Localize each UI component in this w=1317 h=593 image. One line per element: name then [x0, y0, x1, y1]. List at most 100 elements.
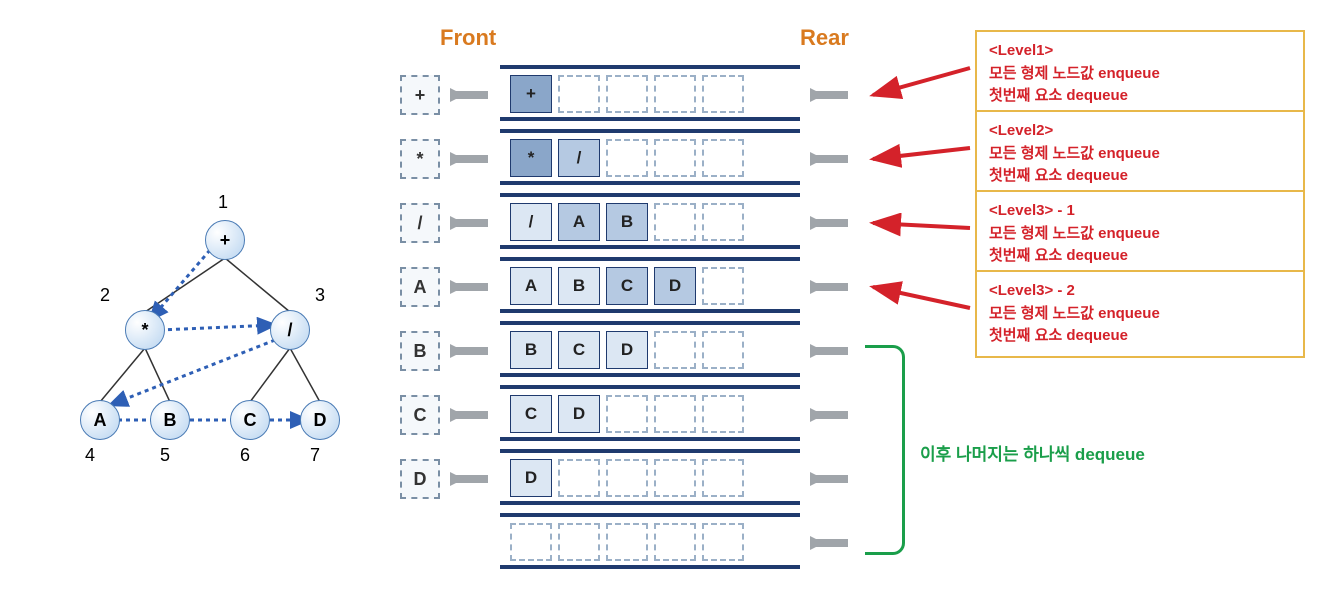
queue-cell [558, 459, 600, 497]
queue-cell: B [510, 331, 552, 369]
queue-cell [702, 203, 744, 241]
arrow-right-icon [810, 535, 850, 551]
tree-num-6: 6 [240, 445, 250, 466]
arrow-left-icon [450, 279, 490, 295]
red-arrow-icon [865, 138, 975, 169]
queue-row-7 [400, 513, 930, 569]
queue-cell: D [510, 459, 552, 497]
diagram-root: Front Rear +1*2/3A4B5C6D7 ++**///ABAABCD… [10, 10, 1307, 583]
green-label: 이후 나머지는 하나씩 dequeue [920, 440, 1145, 465]
red-arrow-icon [865, 277, 975, 318]
queue-box: + [500, 65, 800, 121]
tree-node-C: C [230, 400, 270, 440]
queue-cell: C [606, 267, 648, 305]
arrow-left-icon [450, 471, 490, 487]
queue-cell [702, 75, 744, 113]
queue-cell [606, 459, 648, 497]
dequeued-box: / [400, 203, 440, 243]
queue-box: ABCD [500, 257, 800, 313]
arrow-right-icon [810, 279, 850, 295]
queue-cell: / [510, 203, 552, 241]
queue-cell: / [558, 139, 600, 177]
queue-cell [606, 75, 648, 113]
queue-cell: C [558, 331, 600, 369]
dequeued-box: C [400, 395, 440, 435]
arrow-left-icon [450, 407, 490, 423]
queue-box: */ [500, 129, 800, 185]
dequeued-box: B [400, 331, 440, 371]
queue-cell [702, 459, 744, 497]
queue-cell: B [606, 203, 648, 241]
queue-cell [606, 139, 648, 177]
arrow-right-icon [810, 471, 850, 487]
tree-diagram: +1*2/3A4B5C6D7 [40, 200, 350, 490]
queue-cell [654, 395, 696, 433]
tree-num-7: 7 [310, 445, 320, 466]
dequeued-box: D [400, 459, 440, 499]
tree-num-4: 4 [85, 445, 95, 466]
annotation-box-2: <Level3> - 1모든 형제 노드값 enqueue첫번째 요소 dequ… [975, 190, 1305, 278]
queue-row-2: //AB [400, 193, 930, 249]
queue-cell: A [510, 267, 552, 305]
queue-cell [702, 267, 744, 305]
queue-cell: D [654, 267, 696, 305]
red-arrow-icon [865, 213, 975, 238]
queue-box: BCD [500, 321, 800, 377]
dequeued-box: + [400, 75, 440, 115]
queue-cell [558, 75, 600, 113]
queue-box [500, 513, 800, 569]
queue-cell [606, 395, 648, 433]
queue-cell [654, 139, 696, 177]
tree-node-+: + [205, 220, 245, 260]
queue-cell: + [510, 75, 552, 113]
arrow-right-icon [810, 151, 850, 167]
dequeued-box: A [400, 267, 440, 307]
tree-node-B: B [150, 400, 190, 440]
annotation-box-3: <Level3> - 2모든 형제 노드값 enqueue첫번째 요소 dequ… [975, 270, 1305, 358]
queue-box: CD [500, 385, 800, 441]
annotation-box-1: <Level2>모든 형제 노드값 enqueue첫번째 요소 dequeue [975, 110, 1305, 198]
queue-box: D [500, 449, 800, 505]
queue-box: /AB [500, 193, 800, 249]
arrow-right-icon [810, 215, 850, 231]
queue-area: ++**///ABAABCDBBCDCCDDD [400, 65, 930, 577]
queue-cell [702, 331, 744, 369]
rear-label: Rear [800, 25, 849, 51]
arrow-left-icon [450, 151, 490, 167]
queue-cell: B [558, 267, 600, 305]
tree-num-2: 2 [100, 285, 110, 306]
queue-cell [702, 523, 744, 561]
queue-cell [654, 459, 696, 497]
tree-node-D: D [300, 400, 340, 440]
queue-row-1: * */ [400, 129, 930, 185]
arrow-left-icon [450, 215, 490, 231]
arrow-right-icon [810, 343, 850, 359]
dequeued-box: * [400, 139, 440, 179]
queue-row-0: ++ [400, 65, 930, 121]
queue-row-5: C CD [400, 385, 930, 441]
tree-num-1: 1 [218, 192, 228, 213]
annotation-box-0: <Level1>모든 형제 노드값 enqueue첫번째 요소 dequeue [975, 30, 1305, 118]
queue-cell: D [558, 395, 600, 433]
queue-row-6: DD [400, 449, 930, 505]
tree-node-*: * [125, 310, 165, 350]
queue-cell [654, 203, 696, 241]
queue-cell [510, 523, 552, 561]
queue-row-4: BBCD [400, 321, 930, 377]
arrow-right-icon [810, 407, 850, 423]
queue-cell [558, 523, 600, 561]
green-bracket [865, 345, 905, 555]
front-label: Front [440, 25, 496, 51]
queue-row-3: AABCD [400, 257, 930, 313]
queue-cell: A [558, 203, 600, 241]
queue-cell [606, 523, 648, 561]
tree-node-/: / [270, 310, 310, 350]
tree-num-3: 3 [315, 285, 325, 306]
red-arrow-icon [865, 58, 975, 105]
queue-cell [654, 523, 696, 561]
arrow-left-icon [450, 87, 490, 103]
queue-cell [702, 139, 744, 177]
tree-node-A: A [80, 400, 120, 440]
tree-num-5: 5 [160, 445, 170, 466]
queue-cell [702, 395, 744, 433]
